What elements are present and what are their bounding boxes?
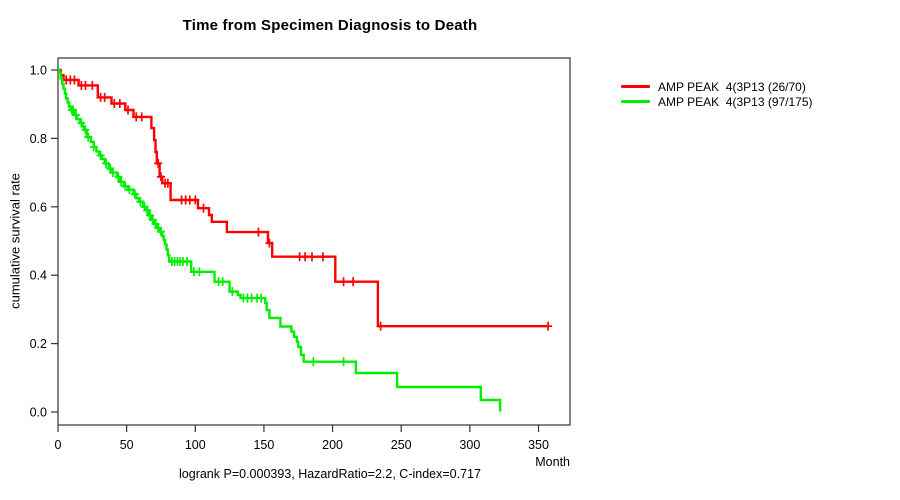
svg-text:0.2: 0.2 bbox=[30, 337, 47, 351]
legend-label-group2: AMP PEAK 4(3P13 (97/175) bbox=[658, 94, 813, 109]
x-axis-label: Month bbox=[535, 455, 570, 469]
svg-text:0.4: 0.4 bbox=[30, 269, 47, 283]
svg-text:0: 0 bbox=[55, 438, 62, 452]
censor-marks-red bbox=[62, 75, 553, 331]
svg-text:150: 150 bbox=[253, 438, 274, 452]
legend-row-group1: AMP PEAK 4(3P13 (26/70) bbox=[621, 79, 813, 94]
svg-text:0.6: 0.6 bbox=[30, 200, 47, 214]
svg-text:300: 300 bbox=[459, 438, 480, 452]
svg-text:0.8: 0.8 bbox=[30, 132, 47, 146]
axes bbox=[57, 57, 571, 426]
stats-annotation: logrank P=0.000393, HazardRatio=2.2, C-i… bbox=[179, 467, 481, 481]
svg-text:0.0: 0.0 bbox=[30, 406, 47, 420]
svg-text:50: 50 bbox=[120, 438, 134, 452]
censor-marks-green bbox=[67, 105, 348, 367]
svg-text:250: 250 bbox=[391, 438, 412, 452]
legend-row-group2: AMP PEAK 4(3P13 (97/175) bbox=[621, 94, 813, 109]
svg-text:200: 200 bbox=[322, 438, 343, 452]
axis-ticks: 0 50 100 150 200 250 300 350 0.0 0.2 0.4 0.6 0.8 1.0 bbox=[30, 64, 549, 453]
svg-text:1.0: 1.0 bbox=[30, 64, 47, 78]
survival-curve-red bbox=[58, 68, 549, 328]
chart-title: Time from Specimen Diagnosis to Death bbox=[182, 17, 478, 34]
legend: AMP PEAK 4(3P13 (26/70) AMP PEAK 4(3P13 … bbox=[621, 79, 813, 109]
svg-text:350: 350 bbox=[528, 438, 549, 452]
legend-label-group1: AMP PEAK 4(3P13 (26/70) bbox=[658, 79, 806, 94]
survival-curve-green bbox=[58, 68, 502, 412]
legend-line-icon-red bbox=[621, 85, 650, 88]
svg-text:100: 100 bbox=[185, 438, 206, 452]
legend-line-icon-green bbox=[621, 100, 650, 103]
